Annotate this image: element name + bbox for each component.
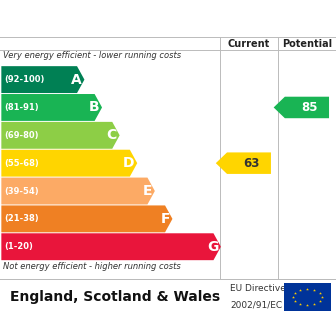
- Text: England, Scotland & Wales: England, Scotland & Wales: [10, 290, 220, 304]
- Polygon shape: [216, 152, 271, 174]
- Polygon shape: [1, 178, 155, 204]
- Text: Very energy efficient - lower running costs: Very energy efficient - lower running co…: [3, 51, 181, 60]
- Polygon shape: [1, 150, 137, 177]
- Text: (55-68): (55-68): [4, 159, 39, 168]
- Text: B: B: [89, 100, 99, 114]
- Text: Not energy efficient - higher running costs: Not energy efficient - higher running co…: [3, 262, 181, 271]
- Text: (81-91): (81-91): [4, 103, 39, 112]
- Text: Energy Efficiency Rating: Energy Efficiency Rating: [10, 11, 232, 26]
- Polygon shape: [1, 66, 84, 93]
- FancyBboxPatch shape: [284, 283, 331, 311]
- Text: Current: Current: [228, 38, 270, 49]
- Text: F: F: [160, 212, 170, 226]
- Text: (21-38): (21-38): [4, 215, 39, 223]
- Text: 2002/91/EC: 2002/91/EC: [230, 301, 282, 309]
- Text: G: G: [207, 240, 218, 254]
- Text: A: A: [71, 72, 82, 87]
- Text: D: D: [123, 156, 134, 170]
- Text: Potential: Potential: [282, 38, 332, 49]
- Text: 63: 63: [243, 157, 259, 170]
- Text: E: E: [143, 184, 152, 198]
- Text: (39-54): (39-54): [4, 186, 39, 196]
- Text: (92-100): (92-100): [4, 75, 45, 84]
- Text: EU Directive: EU Directive: [230, 284, 286, 293]
- Polygon shape: [274, 97, 329, 118]
- Polygon shape: [1, 233, 221, 260]
- Text: (69-80): (69-80): [4, 131, 39, 140]
- Text: (1-20): (1-20): [4, 242, 33, 251]
- Text: C: C: [107, 128, 117, 142]
- Polygon shape: [1, 94, 102, 121]
- Text: 85: 85: [301, 101, 318, 114]
- Polygon shape: [1, 205, 172, 232]
- Polygon shape: [1, 122, 120, 149]
